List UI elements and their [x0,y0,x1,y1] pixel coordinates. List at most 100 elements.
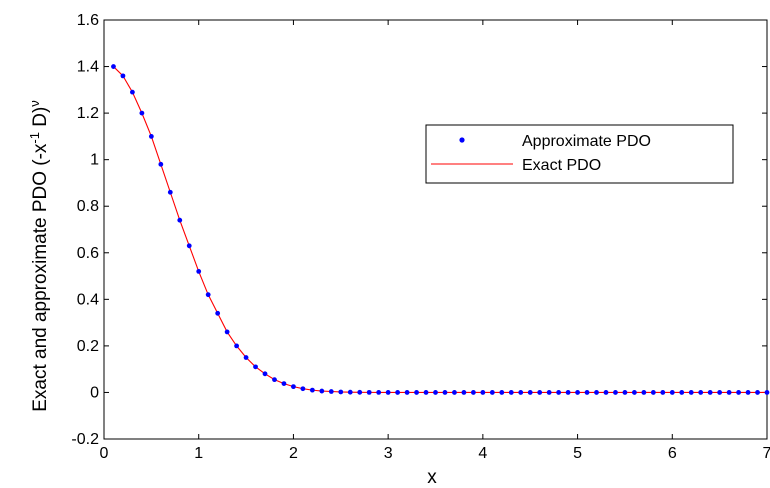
data-point-approximate-pdo [565,390,571,395]
data-point-approximate-pdo [527,390,533,395]
y-tick-label: 0.8 [77,198,99,215]
data-point-approximate-pdo [489,390,495,395]
data-point-approximate-pdo [518,390,524,395]
data-point-approximate-pdo [698,390,704,395]
y-axis-ticks: -0.2 0 0.2 0.4 0.6 0.8 1 1.2 1.4 1.6 [71,12,767,448]
y-tick-label: 0.6 [77,245,99,262]
x-tick-label: 0 [100,445,109,462]
data-point-approximate-pdo [423,390,429,395]
data-point-approximate-pdo [395,390,401,395]
data-point-approximate-pdo [594,390,599,395]
data-point-approximate-pdo [357,389,363,395]
x-axis-label: x [427,467,437,488]
data-point-approximate-pdo [224,329,230,335]
data-point-approximate-pdo [575,390,580,395]
data-point-approximate-pdo [641,390,647,395]
data-point-approximate-pdo [148,133,154,139]
data-point-approximate-pdo [139,110,145,116]
y-axis-label-mid: D) [30,107,51,132]
y-tick-label: 1.2 [77,105,99,122]
data-point-approximate-pdo [632,390,637,395]
data-point-approximate-pdo [272,377,277,383]
data-point-approximate-pdo [328,389,334,394]
legend-label-exact: Exact PDO [522,157,601,174]
y-axis-label-sup1: -1 [27,132,42,144]
data-point-approximate-pdo [461,390,467,395]
data-point-approximate-pdo [755,390,760,395]
data-point-approximate-pdo [499,390,505,395]
data-point-approximate-pdo [404,390,410,395]
data-point-approximate-pdo [745,390,751,395]
data-point-approximate-pdo [707,390,713,395]
plot-frame [103,19,768,440]
data-point-approximate-pdo [291,384,296,390]
series-layer [111,64,770,395]
data-point-approximate-pdo [470,390,476,395]
data-point-approximate-pdo [688,390,694,395]
data-point-approximate-pdo [215,310,221,316]
y-tick-label: 0.2 [77,338,99,355]
y-tick-label: -0.2 [71,431,99,448]
data-point-approximate-pdo [622,390,628,395]
y-axis-label-main: Exact and approximate PDO (-x [30,143,51,412]
data-point-approximate-pdo [452,390,457,395]
legend-marker-approximate [459,137,465,143]
data-point-approximate-pdo [253,364,258,370]
data-point-approximate-pdo [584,390,590,395]
data-point-approximate-pdo [281,381,287,386]
data-point-approximate-pdo [660,390,666,395]
data-point-approximate-pdo [366,389,372,395]
data-point-approximate-pdo [613,390,618,395]
data-point-approximate-pdo [376,390,382,395]
x-tick-label: 5 [573,445,582,462]
data-point-approximate-pdo [319,388,325,394]
legend: Approximate PDO Exact PDO [425,124,734,184]
data-point-approximate-pdo [130,89,135,95]
data-point-approximate-pdo [205,292,211,298]
data-point-approximate-pdo [442,390,448,395]
data-point-approximate-pdo [167,189,173,195]
data-point-approximate-pdo [603,390,609,395]
data-point-approximate-pdo [300,386,306,392]
data-point-approximate-pdo [243,355,249,360]
data-point-approximate-pdo [347,389,353,395]
x-tick-label: 3 [384,445,393,462]
x-tick-label: 6 [668,445,677,462]
y-tick-label: 1 [90,152,99,169]
y-tick-label: 0.4 [77,291,99,308]
data-point-approximate-pdo [764,390,770,395]
data-point-approximate-pdo [546,390,552,395]
y-tick-label: 1.6 [77,12,99,29]
data-point-approximate-pdo [309,387,315,393]
data-point-approximate-pdo [480,390,486,395]
data-point-approximate-pdo [111,64,116,69]
data-point-approximate-pdo [433,390,438,395]
data-point-approximate-pdo [120,73,126,79]
data-point-approximate-pdo [186,243,192,249]
legend-label-approximate: Approximate PDO [522,133,651,150]
data-point-approximate-pdo [414,390,419,395]
plot-area [103,19,768,440]
data-point-approximate-pdo [679,390,685,395]
data-point-approximate-pdo [717,390,723,395]
legend-box [425,124,734,184]
x-tick-label: 4 [478,445,487,462]
data-point-approximate-pdo [385,390,391,395]
x-axis-ticks: 0 1 2 3 4 5 6 7 [100,20,770,462]
y-tick-label: 0 [90,384,99,401]
data-point-approximate-pdo [726,390,732,395]
y-axis-label-sup2: ν [27,100,42,107]
data-point-approximate-pdo [196,269,202,274]
y-axis-label: Exact and approximate PDO (-x-1 D)ν [27,100,52,412]
data-point-approximate-pdo [234,343,240,349]
data-point-approximate-pdo [537,390,543,395]
data-point-approximate-pdo [556,390,562,395]
data-point-approximate-pdo [650,390,656,395]
y-tick-label: 1.4 [77,59,99,76]
data-point-approximate-pdo [736,390,741,395]
x-tick-label: 7 [763,445,770,462]
data-point-approximate-pdo [262,371,268,377]
x-tick-label: 2 [289,445,298,462]
